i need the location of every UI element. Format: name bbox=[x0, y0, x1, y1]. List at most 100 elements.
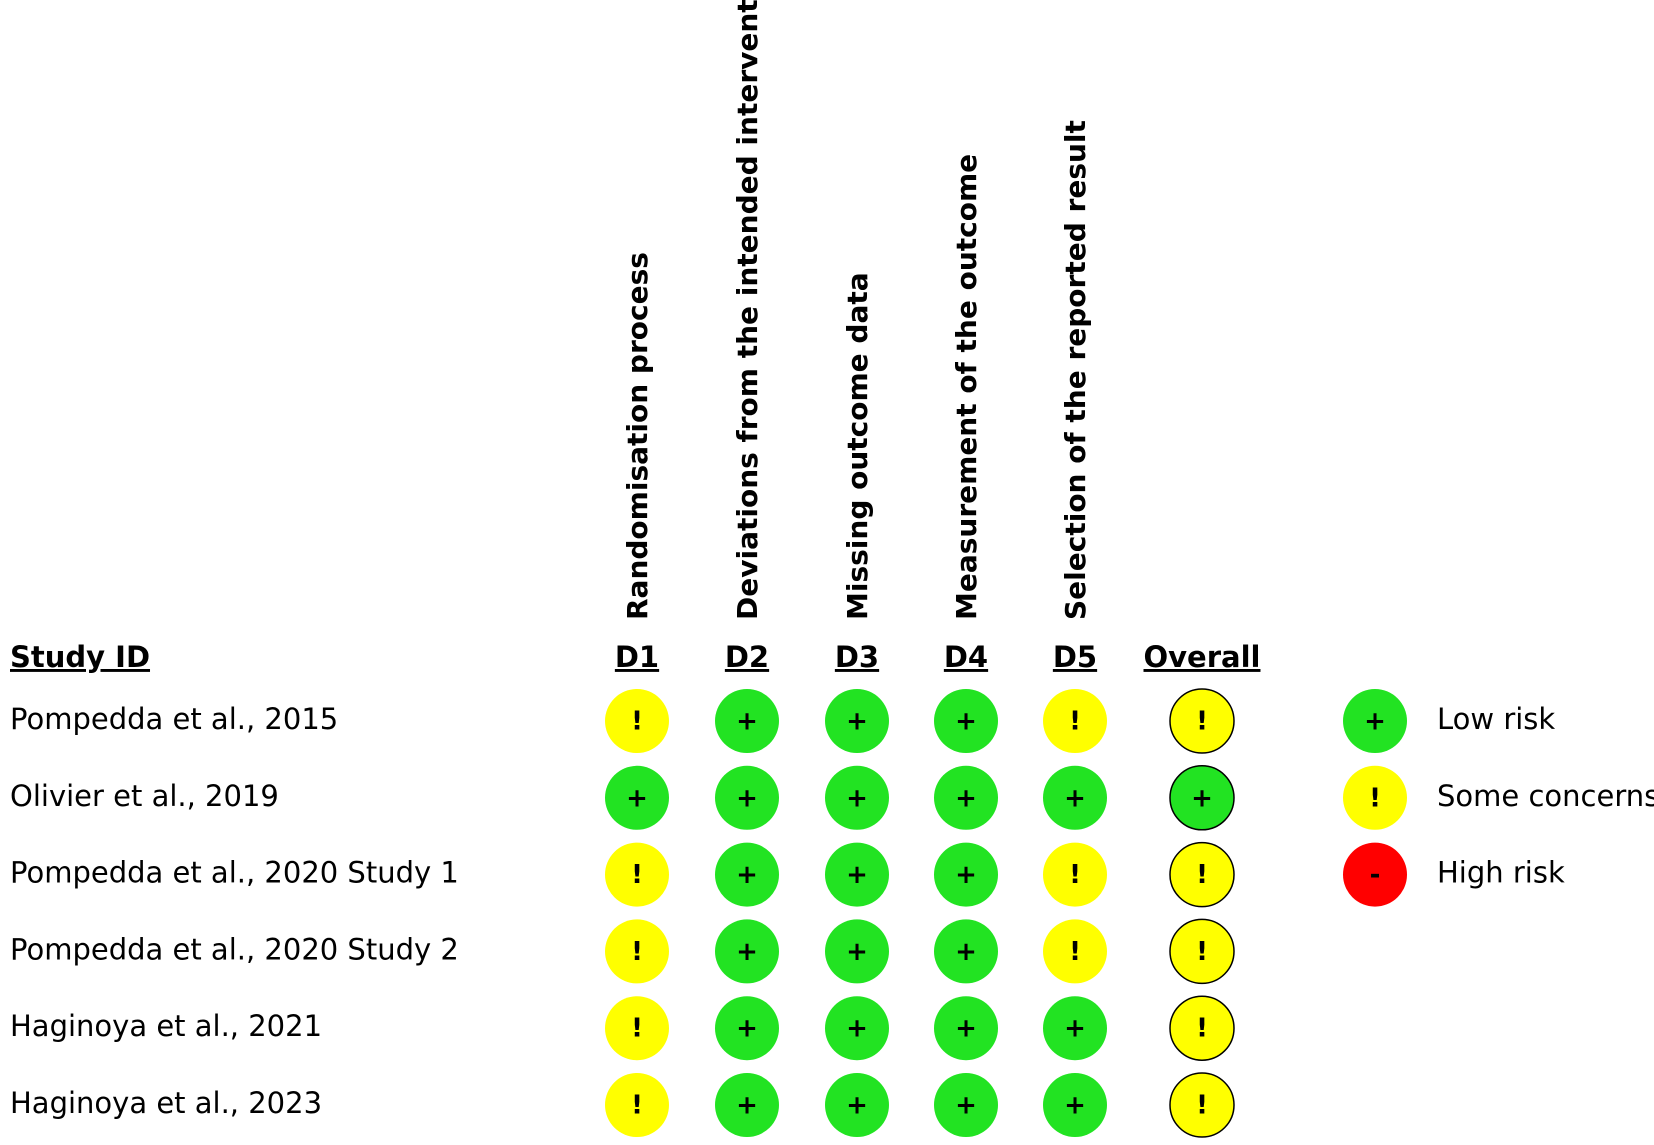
judgement-circle bbox=[1043, 1073, 1107, 1137]
judgement-symbol: - bbox=[1370, 860, 1381, 890]
domain-label: Selection of the reported result bbox=[1059, 120, 1092, 620]
judgement-circle bbox=[934, 689, 998, 753]
judgement-circle bbox=[825, 919, 889, 984]
domain-label: Deviations from the intended interventio… bbox=[731, 0, 764, 620]
judgement-circle bbox=[605, 689, 669, 753]
judgement-symbol: + bbox=[955, 783, 977, 813]
judgement-symbol: + bbox=[736, 937, 758, 967]
judgement-symbol: + bbox=[846, 1014, 868, 1044]
judgement-symbol: + bbox=[736, 1091, 758, 1121]
judgement-circle bbox=[605, 765, 669, 830]
judgement-symbol: + bbox=[955, 1014, 977, 1044]
judgement-circle bbox=[1043, 919, 1107, 984]
judgement-symbol: + bbox=[955, 860, 977, 890]
judgement-circle bbox=[715, 1073, 779, 1137]
judgement-circle bbox=[934, 996, 998, 1061]
judgement-circle bbox=[825, 996, 889, 1061]
judgement-symbol: ! bbox=[1196, 707, 1208, 737]
judgement-symbol: + bbox=[1364, 707, 1386, 737]
judgement-circle bbox=[825, 765, 889, 830]
judgement-symbol: ! bbox=[631, 937, 643, 967]
judgement-circle bbox=[715, 996, 779, 1061]
judgement-circle bbox=[1343, 689, 1407, 753]
judgement-circle bbox=[605, 842, 669, 907]
study-name: Haginoya et al., 2021 bbox=[10, 1009, 322, 1043]
study-name: Haginoya et al., 2023 bbox=[10, 1086, 322, 1120]
overall-header: Overall bbox=[1144, 640, 1261, 674]
judgement-symbol: ! bbox=[631, 707, 643, 737]
judgement-symbol: + bbox=[736, 707, 758, 737]
judgement-circle bbox=[934, 765, 998, 830]
judgement-symbol: ! bbox=[1069, 937, 1081, 967]
judgement-circle bbox=[1043, 765, 1107, 830]
study-name: Pompedda et al., 2020 Study 2 bbox=[10, 932, 459, 966]
judgement-symbol: + bbox=[626, 783, 648, 813]
domain-id: D3 bbox=[835, 640, 879, 674]
domain-id: D4 bbox=[944, 640, 988, 674]
judgement-symbol: + bbox=[955, 1091, 977, 1121]
domain-id: D2 bbox=[725, 640, 769, 674]
judgement-symbol: ! bbox=[631, 1091, 643, 1121]
study-name: Pompedda et al., 2020 Study 1 bbox=[10, 856, 459, 890]
judgement-circle bbox=[1043, 996, 1107, 1061]
judgement-symbol: ! bbox=[1196, 937, 1208, 967]
judgement-symbol: + bbox=[846, 1091, 868, 1121]
judgement-circle bbox=[605, 919, 669, 984]
judgement-circle bbox=[1343, 765, 1407, 830]
judgement-symbol: + bbox=[955, 707, 977, 737]
judgement-circle bbox=[934, 919, 998, 984]
study-name: Olivier et al., 2019 bbox=[10, 779, 279, 813]
study-name: Pompedda et al., 2015 bbox=[10, 702, 338, 736]
domain-label: Missing outcome data bbox=[841, 272, 874, 620]
judgement-symbol: + bbox=[846, 783, 868, 813]
legend-label: High risk bbox=[1437, 856, 1565, 890]
legend-label: Some concerns bbox=[1437, 779, 1654, 813]
judgement-symbol: ! bbox=[631, 860, 643, 890]
judgement-circle bbox=[715, 689, 779, 753]
judgement-circle bbox=[1169, 1072, 1235, 1138]
judgement-circle bbox=[934, 1073, 998, 1137]
judgement-symbol: ! bbox=[1196, 860, 1208, 890]
judgement-symbol: + bbox=[1064, 783, 1086, 813]
judgement-symbol: + bbox=[736, 860, 758, 890]
domain-label: Randomisation process bbox=[621, 252, 654, 620]
judgement-circle bbox=[1343, 842, 1407, 907]
judgement-symbol: ! bbox=[1069, 860, 1081, 890]
judgement-circle bbox=[1043, 842, 1107, 907]
judgement-circle bbox=[605, 1073, 669, 1137]
judgement-circle bbox=[715, 765, 779, 830]
judgement-circle bbox=[825, 842, 889, 907]
judgement-symbol: + bbox=[1191, 783, 1213, 813]
judgement-circle bbox=[825, 689, 889, 753]
judgement-circle bbox=[1169, 995, 1235, 1061]
judgement-symbol: + bbox=[846, 707, 868, 737]
domain-id: D5 bbox=[1053, 640, 1097, 674]
domain-label: Measurement of the outcome bbox=[950, 154, 983, 620]
judgement-symbol: + bbox=[1064, 1014, 1086, 1044]
judgement-circle bbox=[934, 842, 998, 907]
judgement-symbol: ! bbox=[1369, 783, 1381, 813]
judgement-symbol: + bbox=[736, 1014, 758, 1044]
judgement-circle bbox=[715, 919, 779, 984]
judgement-symbol: + bbox=[955, 937, 977, 967]
domain-id: D1 bbox=[615, 640, 659, 674]
judgement-circle bbox=[1169, 918, 1235, 985]
legend-label: Low risk bbox=[1437, 702, 1555, 736]
judgement-symbol: + bbox=[736, 783, 758, 813]
judgement-symbol: ! bbox=[631, 1014, 643, 1044]
judgement-symbol: ! bbox=[1069, 707, 1081, 737]
judgement-circle bbox=[1169, 688, 1235, 754]
judgement-circle bbox=[825, 1073, 889, 1137]
judgement-symbol: + bbox=[1064, 1091, 1086, 1121]
judgement-circle bbox=[1043, 689, 1107, 753]
judgement-symbol: ! bbox=[1196, 1091, 1208, 1121]
judgement-circle bbox=[1169, 841, 1235, 908]
judgement-symbol: ! bbox=[1196, 1014, 1208, 1044]
judgement-circle bbox=[605, 996, 669, 1061]
judgement-circle bbox=[1169, 765, 1235, 831]
judgement-symbol: + bbox=[846, 860, 868, 890]
judgement-symbol: + bbox=[846, 937, 868, 967]
judgement-circle bbox=[715, 842, 779, 907]
study-header: Study ID bbox=[10, 640, 150, 674]
